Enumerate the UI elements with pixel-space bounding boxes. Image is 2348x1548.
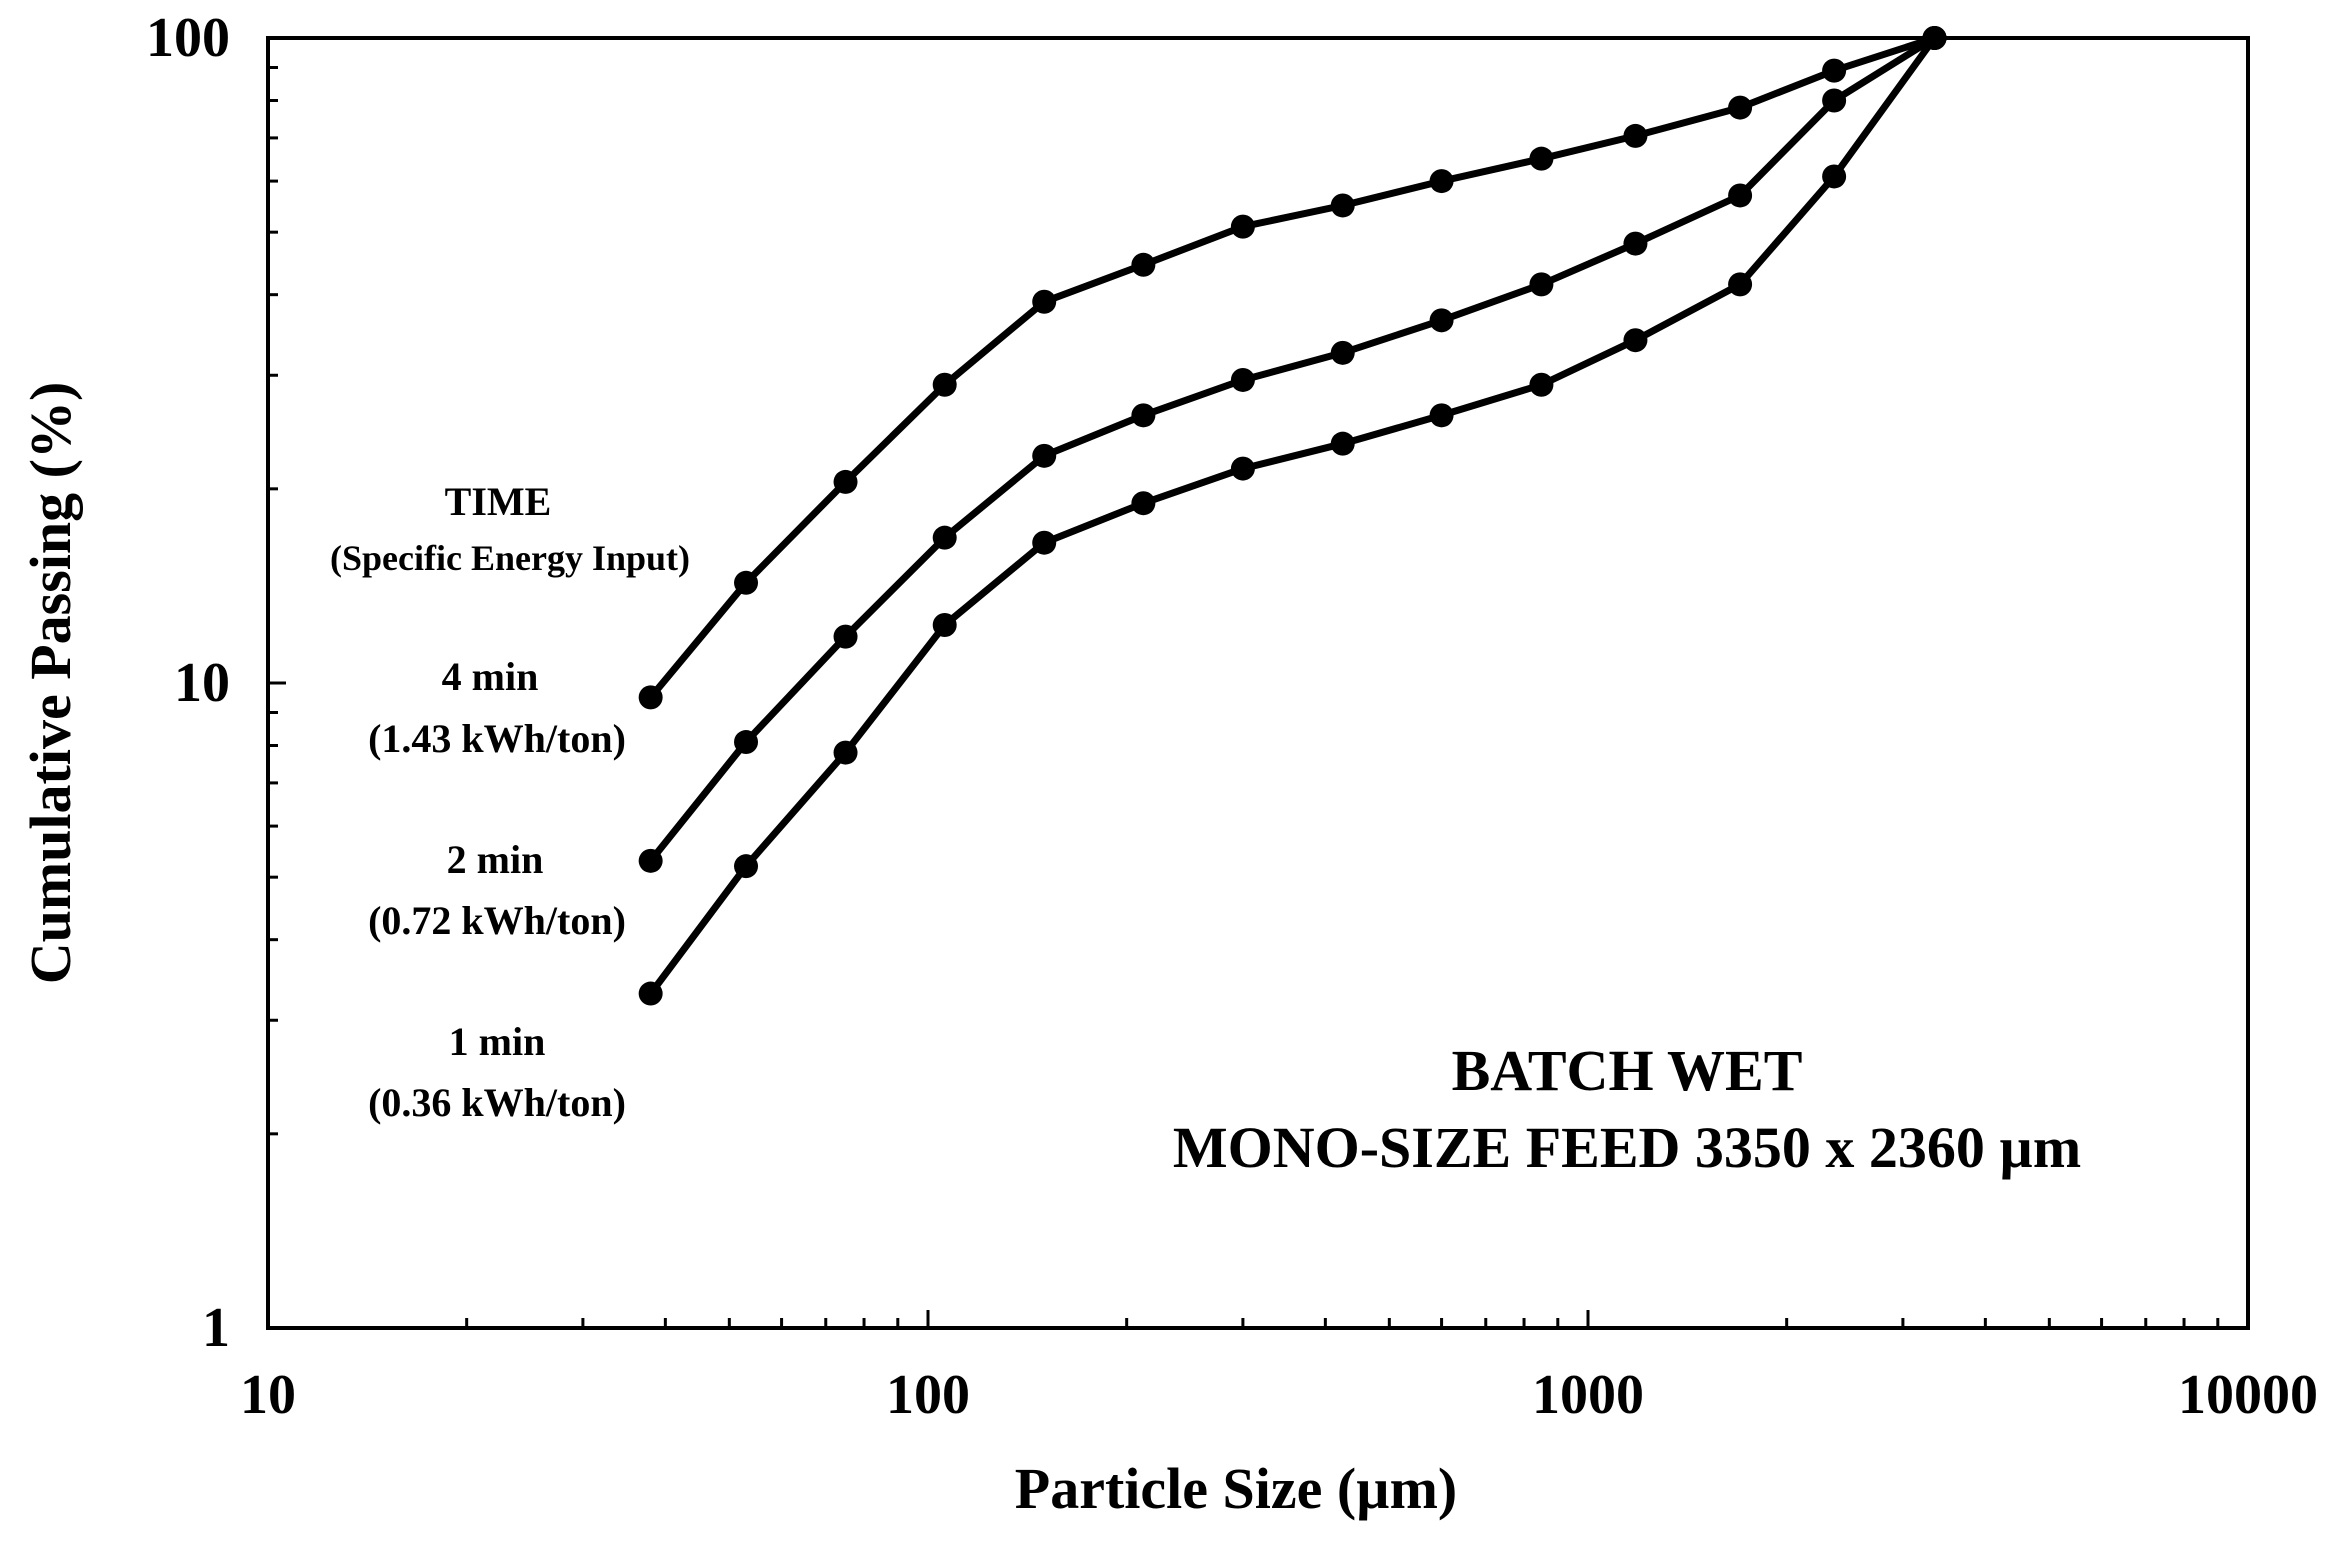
data-point-2-min [1429,308,1454,333]
data-point-2-min [1728,183,1753,208]
data-point-4-min [1330,193,1355,218]
data-point-2-min [1230,367,1255,392]
series-line-1-min [647,35,1938,996]
legend-time-4min: 4 min [442,654,539,699]
data-point-1-min [833,740,858,765]
data-point-2-min [1529,272,1554,297]
data-point-2-min [932,525,957,550]
data-point-4-min [638,685,663,710]
data-point-2-min [1032,443,1057,468]
data-point-4-min [833,469,858,494]
y-tick-label: 1 [202,1297,230,1359]
legend-title: TIME [445,479,552,524]
legend-energy-1min: (0.36 kWh/ton) [368,1080,626,1125]
series-lines [647,34,1938,996]
legend-energy-4min: (1.43 kWh/ton) [368,716,626,761]
data-point-1-min [1822,164,1847,189]
axis-ticks [266,66,2220,1330]
data-point-2-min [833,624,858,649]
data-point-4-min [1032,289,1057,314]
y-axis-title: Cumulative Passing (%) [18,382,83,985]
x-tick-label: 10000 [2178,1364,2318,1426]
series-line-2-min [647,35,1937,863]
data-point-4-min [1429,169,1454,194]
data-point-1-min [734,854,759,879]
x-tick-label: 1000 [1532,1364,1644,1426]
data-point-2-min [734,730,759,755]
data-point-2-min [1131,403,1156,428]
data-point-1-min [1330,431,1355,456]
data-point-1-min [1529,372,1554,397]
data-point-1-min [1131,491,1156,516]
data-point-1-min [1230,456,1255,481]
data-point-4-min [1529,146,1554,171]
data-point-4-min [932,372,957,397]
data-point-4-min [1623,123,1648,148]
y-tick-label: 100 [146,7,230,69]
data-point-1-min [1032,530,1057,555]
annotation-line-1: BATCH WET [1452,1038,1803,1103]
data-point-1-min [932,613,957,638]
y-tick-label: 10 [174,652,230,714]
data-point-1-min [638,981,663,1006]
x-axis-title: Particle Size (µm) [1015,1456,1457,1521]
data-point-4-min [1728,95,1753,120]
x-tick-label: 100 [886,1364,970,1426]
annotation-box-text: BATCH WET MONO-SIZE FEED 3350 x 2360 µm [1173,1038,2081,1180]
legend-time-1min: 1 min [449,1019,546,1064]
legend-energy-2min: (0.72 kWh/ton) [368,898,626,943]
series-line-4-min [648,34,1936,700]
data-point-2-min [1822,88,1847,113]
data-point-2-min [638,848,663,873]
x-tick-label: 10 [240,1364,296,1426]
legend: TIME (Specific Energy Input) 4 min (1.43… [330,479,690,1125]
data-point-2-min [1623,231,1648,256]
data-point-4-min [734,570,759,595]
data-point-2-min [1330,340,1355,365]
legend-time-2min: 2 min [447,837,544,882]
data-point-4-min [1230,214,1255,239]
data-point-1-min [1728,272,1753,297]
series-points [638,26,1947,1006]
annotation-line-2: MONO-SIZE FEED 3350 x 2360 µm [1173,1115,2081,1180]
data-point-1-min [1922,26,1947,50]
data-point-1-min [1429,403,1454,428]
data-point-4-min [1131,252,1156,277]
data-point-4-min [1822,58,1847,83]
data-point-1-min [1623,328,1648,353]
legend-subtitle: (Specific Energy Input) [330,538,690,578]
